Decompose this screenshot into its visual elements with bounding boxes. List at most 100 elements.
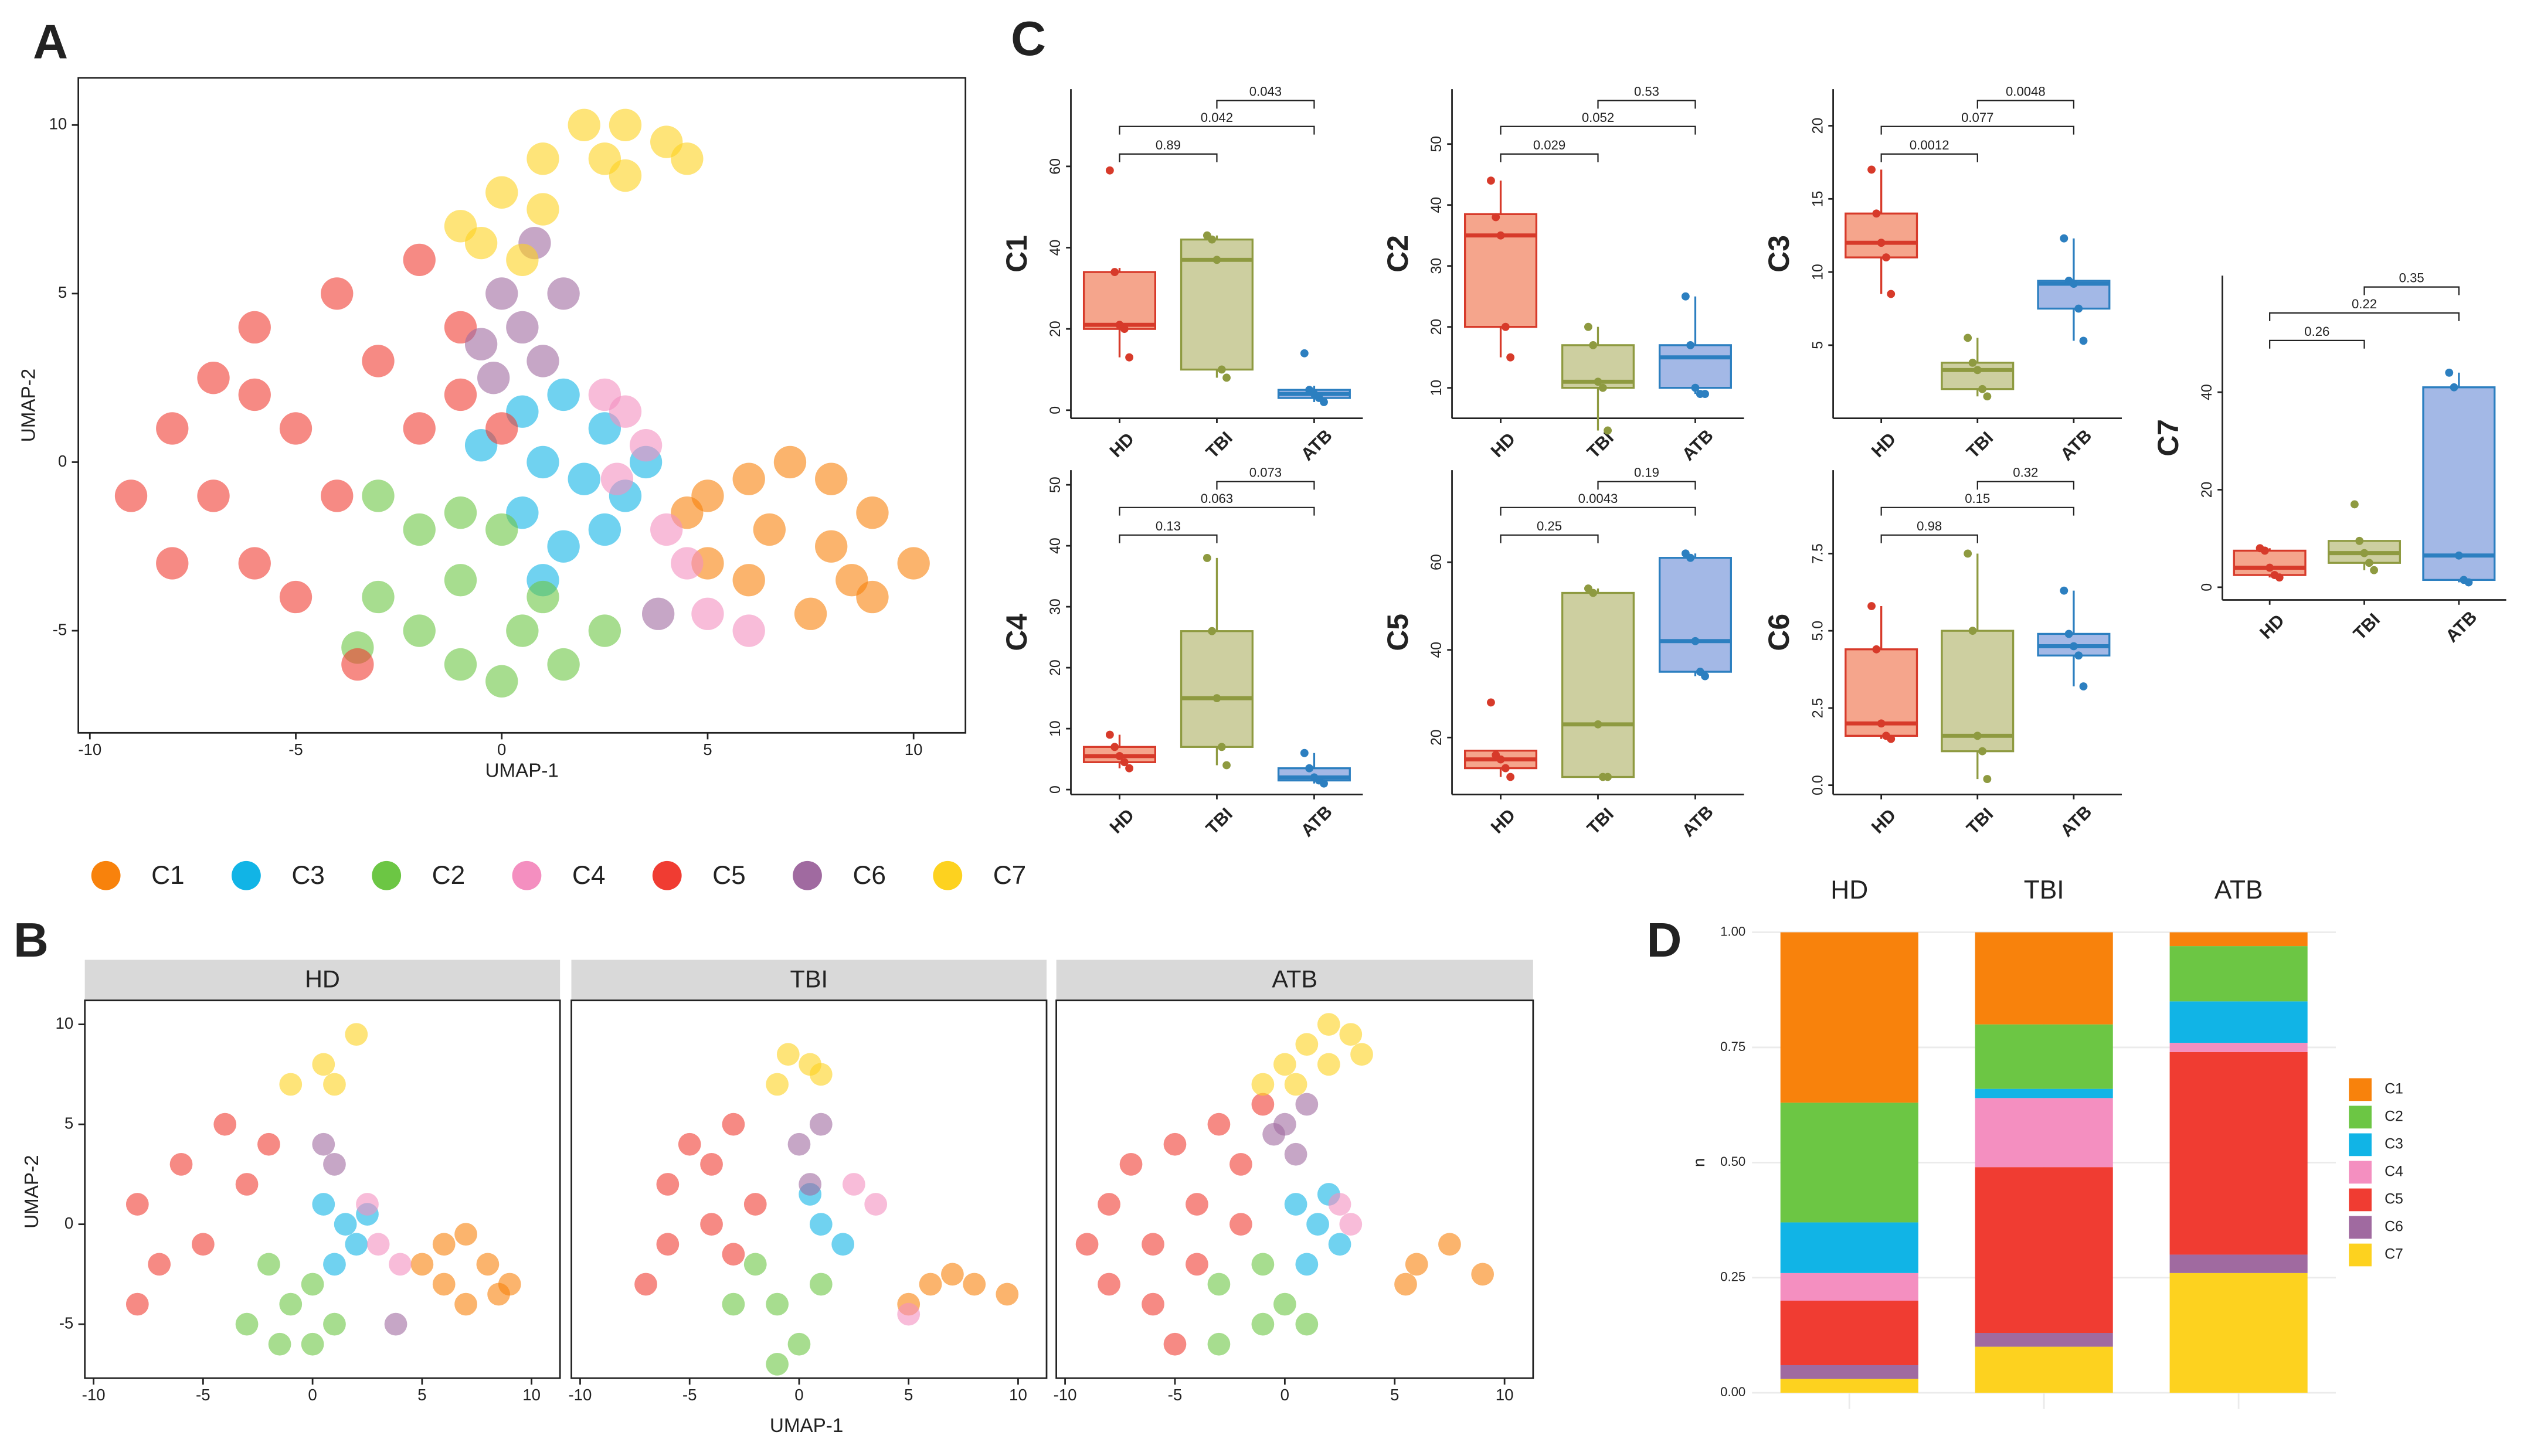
y-tick-label: 10 [1428,380,1445,396]
cell-point [1350,1043,1373,1066]
cell-point [334,1213,357,1236]
bar-segment [1780,932,1918,1103]
cell-point [1251,1093,1275,1116]
x-tick-label: HD [1867,805,1900,837]
cell-point [547,277,580,310]
cell-point [527,445,559,479]
facet-frame [84,999,561,1379]
comparison-bracket [1880,153,1978,162]
y-tick-label: 20 [1428,729,1445,746]
comparison-bracket [1216,481,1315,490]
cell-point [722,1292,745,1316]
cell-point [722,1243,745,1266]
bar-segment [1780,1222,1918,1273]
cell-point [301,1332,324,1356]
sample-point [1203,554,1211,562]
cell-point [766,1292,789,1316]
cell-point [609,395,642,428]
x-tick-label: 10 [1009,1386,1027,1404]
legend-swatch [2349,1243,2372,1267]
cell-point [1284,1073,1307,1096]
sample-point [1487,176,1495,185]
cell-point [169,1152,193,1176]
sample-point [1973,366,1982,375]
cell-point [257,1132,280,1156]
x-tick-label: TBI [1202,428,1237,462]
p-value: 0.0012 [1910,138,1949,152]
cell-point [156,547,189,580]
x-tick-label: TBI [1583,804,1618,839]
p-value: 0.063 [1201,491,1233,506]
cell-point [1207,1273,1231,1296]
y-tick-label: 0 [64,1214,73,1232]
x-tick-label: TBI [1963,428,1998,462]
x-tick-label: 5 [1390,1386,1399,1404]
comparison-bracket [1880,125,2074,135]
box [1845,212,1918,258]
comparison-bracket [1880,534,1978,543]
cell-point [656,1233,680,1256]
cell-point [996,1282,1019,1306]
box [1658,344,1732,389]
cell-point [766,1352,789,1376]
sample-point [1217,743,1226,751]
x-tick-label: TBI [1202,804,1237,839]
y-tick-label: 60 [1428,554,1445,570]
comparison-bracket [2269,339,2365,349]
cell-point [321,277,354,310]
comparison-bracket [2269,312,2460,321]
cell-point [444,378,477,411]
y-tick-label: 30 [1047,598,1064,615]
sample-point [1496,231,1505,240]
p-value: 0.0048 [2006,84,2046,99]
x-tick-label: 5 [703,740,712,758]
sample-point [2074,304,2083,313]
legend-label: C3 [2385,1135,2403,1152]
y-axis-label: n [1690,1158,1708,1167]
y-axis-label: UMAP-2 [21,1155,43,1228]
cell-point [279,1073,303,1096]
sample-point [2060,586,2069,595]
cell-point [678,1132,701,1156]
sample-point [1110,268,1119,277]
sample-point [1681,292,1690,301]
legend-label: C2 [2385,1108,2403,1124]
cell-point [1339,1023,1363,1046]
sample-point [1978,385,1986,393]
cell-point [732,462,765,495]
sample-point [1506,353,1515,362]
cell-point [634,1273,657,1296]
facet-title: TBI [790,965,828,992]
x-tick-label: TBI [1963,804,1998,839]
p-value: 0.052 [1582,110,1614,125]
sample-point [1105,730,1114,739]
sample-point [1872,645,1881,654]
sample-point [1691,383,1700,392]
panel-ylabel: C5 [1381,614,1414,651]
x-tick-label: ATB [2057,426,2096,465]
sample-point [2060,234,2069,243]
sample-point [1983,775,1992,783]
sample-point [2260,546,2269,555]
y-tick-label: 0.25 [1720,1270,1745,1284]
sample-point [1598,383,1607,392]
x-tick-label: 10 [1496,1386,1514,1404]
cell-point [809,1213,833,1236]
sample-point [1968,358,1977,367]
cell-point [125,1193,149,1216]
bar-segment [1975,1167,2113,1333]
x-tick-label: 0 [1281,1386,1289,1404]
cell-point [1262,1122,1285,1146]
cell-point [279,412,313,445]
sample-point [1492,213,1500,222]
cell-point [485,176,518,209]
y-tick-label: 5.0 [1809,621,1826,641]
sample-point [1594,720,1602,729]
y-tick-label: -5 [53,620,67,638]
cell-point [700,1152,723,1176]
cell-point [1229,1152,1252,1176]
cell-point [323,1073,346,1096]
x-tick-label: 0 [308,1386,317,1404]
x-tick-label: 5 [417,1386,426,1404]
